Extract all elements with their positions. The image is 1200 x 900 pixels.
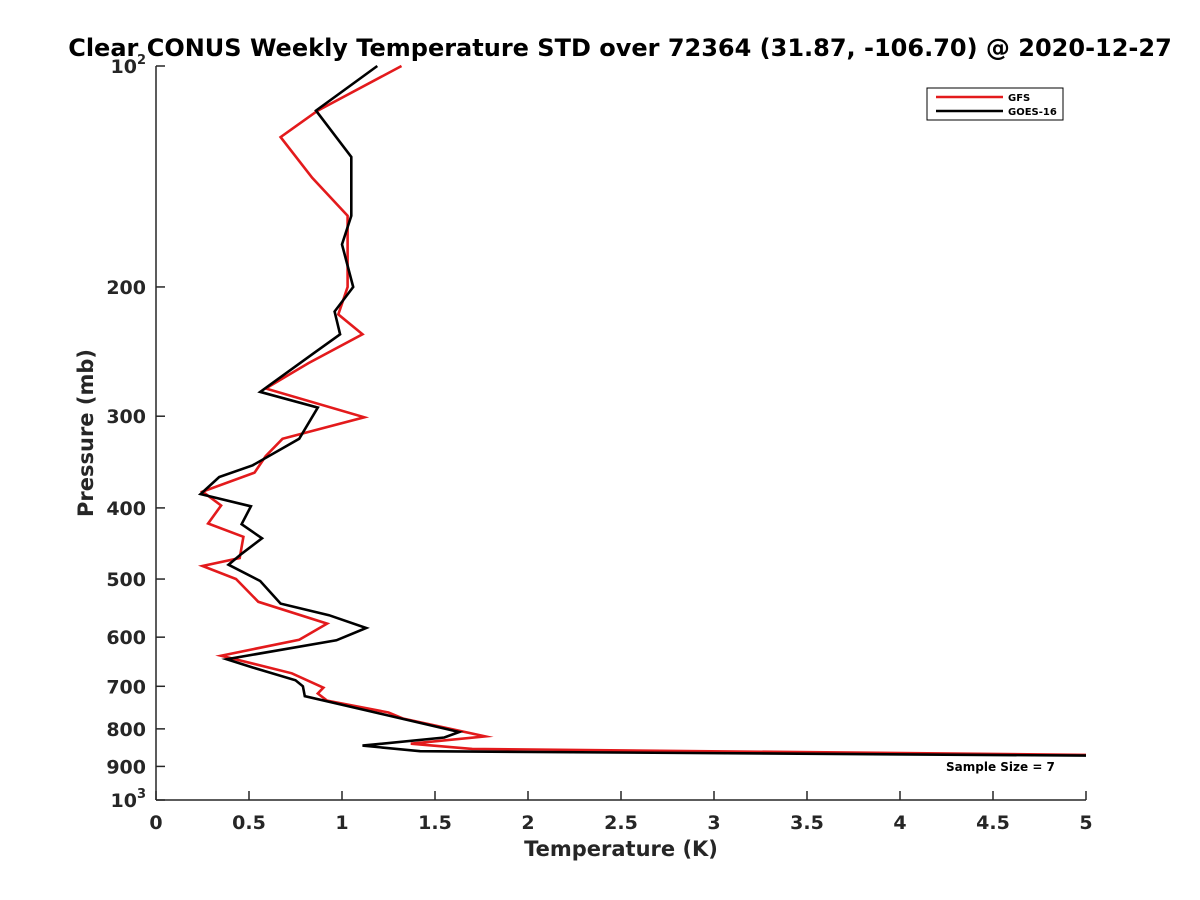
y-tick-label: 300 xyxy=(106,406,146,428)
chart-title: Clear CONUS Weekly Temperature STD over … xyxy=(68,34,1172,62)
y-tick-label: 800 xyxy=(106,719,146,741)
x-tick-label: 2 xyxy=(521,812,534,834)
x-tick-label: 1 xyxy=(335,812,348,834)
x-ticks: 0 0.5 1 1.5 2 2.5 3 3.5 4 4.5 5 xyxy=(149,791,1093,834)
x-tick-label: 3 xyxy=(707,812,720,834)
x-tick-label: 4.5 xyxy=(976,812,1010,834)
series-line-gfs xyxy=(197,64,1087,757)
y-tick-label: 102 xyxy=(111,53,147,78)
legend-label-gfs: GFS xyxy=(1008,93,1030,104)
legend-label-goes-16: GOES-16 xyxy=(1008,107,1057,118)
y-axis-label: Pressure (mb) xyxy=(74,349,98,517)
series-line-goes-16 xyxy=(197,64,1087,757)
x-tick-label: 3.5 xyxy=(790,812,824,834)
x-tick-label: 1.5 xyxy=(418,812,452,834)
x-tick-label: 2.5 xyxy=(604,812,638,834)
y-tick-label: 600 xyxy=(106,627,146,649)
y-ticks: 102 200 300 400 500 600 700 800 900 103 xyxy=(106,53,165,812)
y-tick-label: 200 xyxy=(106,277,146,299)
x-tick-label: 4 xyxy=(893,812,906,834)
legend: GFS GOES-16 xyxy=(926,87,1064,121)
sample-size-annotation: Sample Size = 7 xyxy=(946,760,1055,774)
y-tick-label: 400 xyxy=(106,498,146,520)
series-layer xyxy=(197,64,1087,757)
x-tick-label: 0.5 xyxy=(232,812,266,834)
x-tick-label: 0 xyxy=(149,812,162,834)
plot-area: 0 0.5 1 1.5 2 2.5 3 3.5 4 4.5 5 102 200 300 400 500 600… xyxy=(106,53,1092,834)
x-tick-label: 5 xyxy=(1079,812,1092,834)
y-tick-label: 103 xyxy=(111,787,147,812)
y-tick-label: 900 xyxy=(106,756,146,778)
x-axis-label: Temperature (K) xyxy=(524,837,718,861)
y-tick-label: 500 xyxy=(106,569,146,591)
y-tick-label: 700 xyxy=(106,676,146,698)
legend-box xyxy=(926,87,1064,121)
